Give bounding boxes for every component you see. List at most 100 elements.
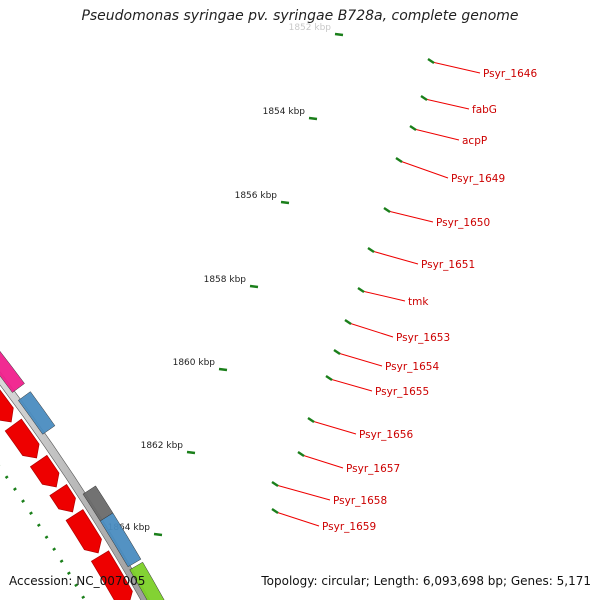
annotation-block bbox=[129, 561, 166, 604]
annotation-track bbox=[0, 350, 166, 604]
forward-gene-arrow bbox=[49, 484, 76, 513]
gene-label-text: acpP bbox=[462, 135, 487, 147]
forward-gene-arrow bbox=[0, 389, 14, 423]
forward-gene-arrow bbox=[29, 454, 60, 488]
gene-label-leader-line bbox=[311, 420, 357, 435]
gene-label-text: Psyr_1657 bbox=[346, 463, 400, 475]
kbp-label: 1852 kbp bbox=[289, 23, 332, 33]
tick-dot bbox=[81, 595, 86, 600]
gene-label-psyr-1654: Psyr_1654 bbox=[333, 349, 439, 373]
gene-label-anchor-dot bbox=[409, 125, 417, 131]
gene-label-psyr-1656: Psyr_1656 bbox=[307, 417, 413, 441]
kbp-tick-track bbox=[0, 464, 86, 600]
gene-label-anchor-dot bbox=[297, 451, 305, 457]
gene-label-leader-line bbox=[301, 454, 344, 469]
gene-label-text: Psyr_1650 bbox=[436, 217, 490, 229]
gene-label-leader-line bbox=[275, 511, 320, 527]
tick-dot bbox=[13, 487, 17, 491]
kbp-label: 1864 kbp bbox=[108, 523, 151, 533]
tick-dot bbox=[21, 499, 25, 503]
accession-text: Accession: NC_007005 bbox=[9, 574, 146, 588]
kbp-label: 1860 kbp bbox=[173, 358, 216, 368]
kbp-label: 1858 kbp bbox=[204, 275, 247, 285]
tick-dot bbox=[59, 559, 64, 564]
genome-summary-text: Topology: circular; Length: 6,093,698 bp… bbox=[261, 574, 591, 588]
gene-label-text: Psyr_1658 bbox=[333, 495, 387, 507]
gene-label-psyr-1653: Psyr_1653 bbox=[344, 319, 450, 344]
gene-label-leader-line bbox=[329, 378, 373, 392]
gene-label-leader-line bbox=[337, 352, 383, 367]
forward-gene-arrow bbox=[65, 509, 102, 554]
gene-label-text: Psyr_1654 bbox=[385, 361, 439, 373]
gene-label-leader-line bbox=[348, 322, 394, 338]
tick-dot bbox=[74, 583, 78, 588]
gene-label-fabg: fabG bbox=[420, 95, 497, 116]
gene-label-text: Psyr_1649 bbox=[451, 173, 505, 185]
gene-label-text: Psyr_1651 bbox=[421, 259, 475, 271]
kbp-major-tick bbox=[280, 200, 290, 205]
gene-label-psyr-1651: Psyr_1651 bbox=[367, 247, 475, 271]
kbp-label: 1854 kbp bbox=[263, 107, 306, 117]
gene-label-anchor-dot bbox=[420, 95, 428, 101]
gene-label-psyr-1650: Psyr_1650 bbox=[383, 207, 490, 229]
gene-label-leader-line bbox=[431, 61, 481, 74]
gene-labels: Psyr_1646 fabG acpP Psyr_1649 Psyr_1650 Psyr_… bbox=[271, 58, 537, 533]
gene-label-anchor-dot bbox=[344, 319, 352, 325]
tick-dot bbox=[52, 547, 57, 552]
gene-label-anchor-dot bbox=[427, 58, 435, 64]
gene-label-psyr-1658: Psyr_1658 bbox=[271, 481, 387, 507]
gene-label-anchor-dot bbox=[395, 157, 403, 163]
gene-label-psyr-1655: Psyr_1655 bbox=[325, 375, 429, 398]
annotation-block bbox=[17, 391, 56, 435]
map-title: Pseudomonas syringae pv. syringae B728a,… bbox=[81, 8, 519, 24]
backbone-band bbox=[0, 371, 153, 604]
tick-dot bbox=[36, 523, 41, 528]
gene-label-leader-line bbox=[387, 210, 434, 223]
gene-label-anchor-dot bbox=[325, 375, 333, 381]
annotation-block bbox=[99, 512, 142, 568]
kbp-major-tick bbox=[218, 367, 228, 372]
gene-label-leader-line bbox=[413, 128, 460, 141]
kbp-label: 1856 kbp bbox=[235, 191, 278, 201]
genome-backbone bbox=[0, 371, 153, 604]
gene-label-leader-line bbox=[361, 290, 406, 302]
gene-label-text: Psyr_1659 bbox=[322, 521, 376, 533]
gene-label-text: Psyr_1646 bbox=[483, 68, 537, 80]
tick-dot bbox=[4, 475, 9, 479]
tick-dot bbox=[29, 511, 33, 516]
kbp-major-tick bbox=[308, 116, 318, 121]
kbp-major-tick bbox=[334, 32, 344, 37]
gene-label-psyr-1649: Psyr_1649 bbox=[395, 157, 505, 185]
gene-label-acpp: acpP bbox=[409, 125, 487, 147]
tick-dot bbox=[66, 571, 71, 576]
annotation-block bbox=[0, 350, 25, 393]
gene-label-anchor-dot bbox=[383, 207, 391, 213]
gene-label-tmk: tmk bbox=[357, 287, 429, 308]
gene-label-anchor-dot bbox=[271, 481, 279, 487]
gene-label-psyr-1659: Psyr_1659 bbox=[271, 508, 376, 533]
gene-label-anchor-dot bbox=[333, 349, 341, 355]
kbp-label: 1862 kbp bbox=[141, 441, 184, 451]
gene-label-leader-line bbox=[275, 484, 331, 501]
forward-gene-arrow bbox=[4, 418, 40, 459]
gene-label-text: Psyr_1655 bbox=[375, 386, 429, 398]
kbp-major-tick bbox=[186, 450, 196, 455]
gene-label-anchor-dot bbox=[357, 287, 365, 293]
gene-label-text: Psyr_1653 bbox=[396, 332, 450, 344]
tick-dot bbox=[44, 535, 49, 540]
gene-label-text: fabG bbox=[472, 104, 497, 116]
kbp-major-tick bbox=[153, 532, 163, 537]
gene-label-leader-line bbox=[424, 98, 470, 110]
gene-label-text: Psyr_1656 bbox=[359, 429, 413, 441]
gene-label-psyr-1646: Psyr_1646 bbox=[427, 58, 537, 80]
forward-gene-track bbox=[0, 389, 133, 604]
gene-label-anchor-dot bbox=[307, 417, 315, 423]
gene-label-anchor-dot bbox=[271, 508, 279, 514]
gene-label-anchor-dot bbox=[367, 247, 375, 253]
gene-label-text: tmk bbox=[408, 296, 429, 308]
kbp-major-tick bbox=[249, 284, 259, 289]
gene-label-leader-line bbox=[399, 160, 449, 179]
gene-label-psyr-1657: Psyr_1657 bbox=[297, 451, 400, 475]
